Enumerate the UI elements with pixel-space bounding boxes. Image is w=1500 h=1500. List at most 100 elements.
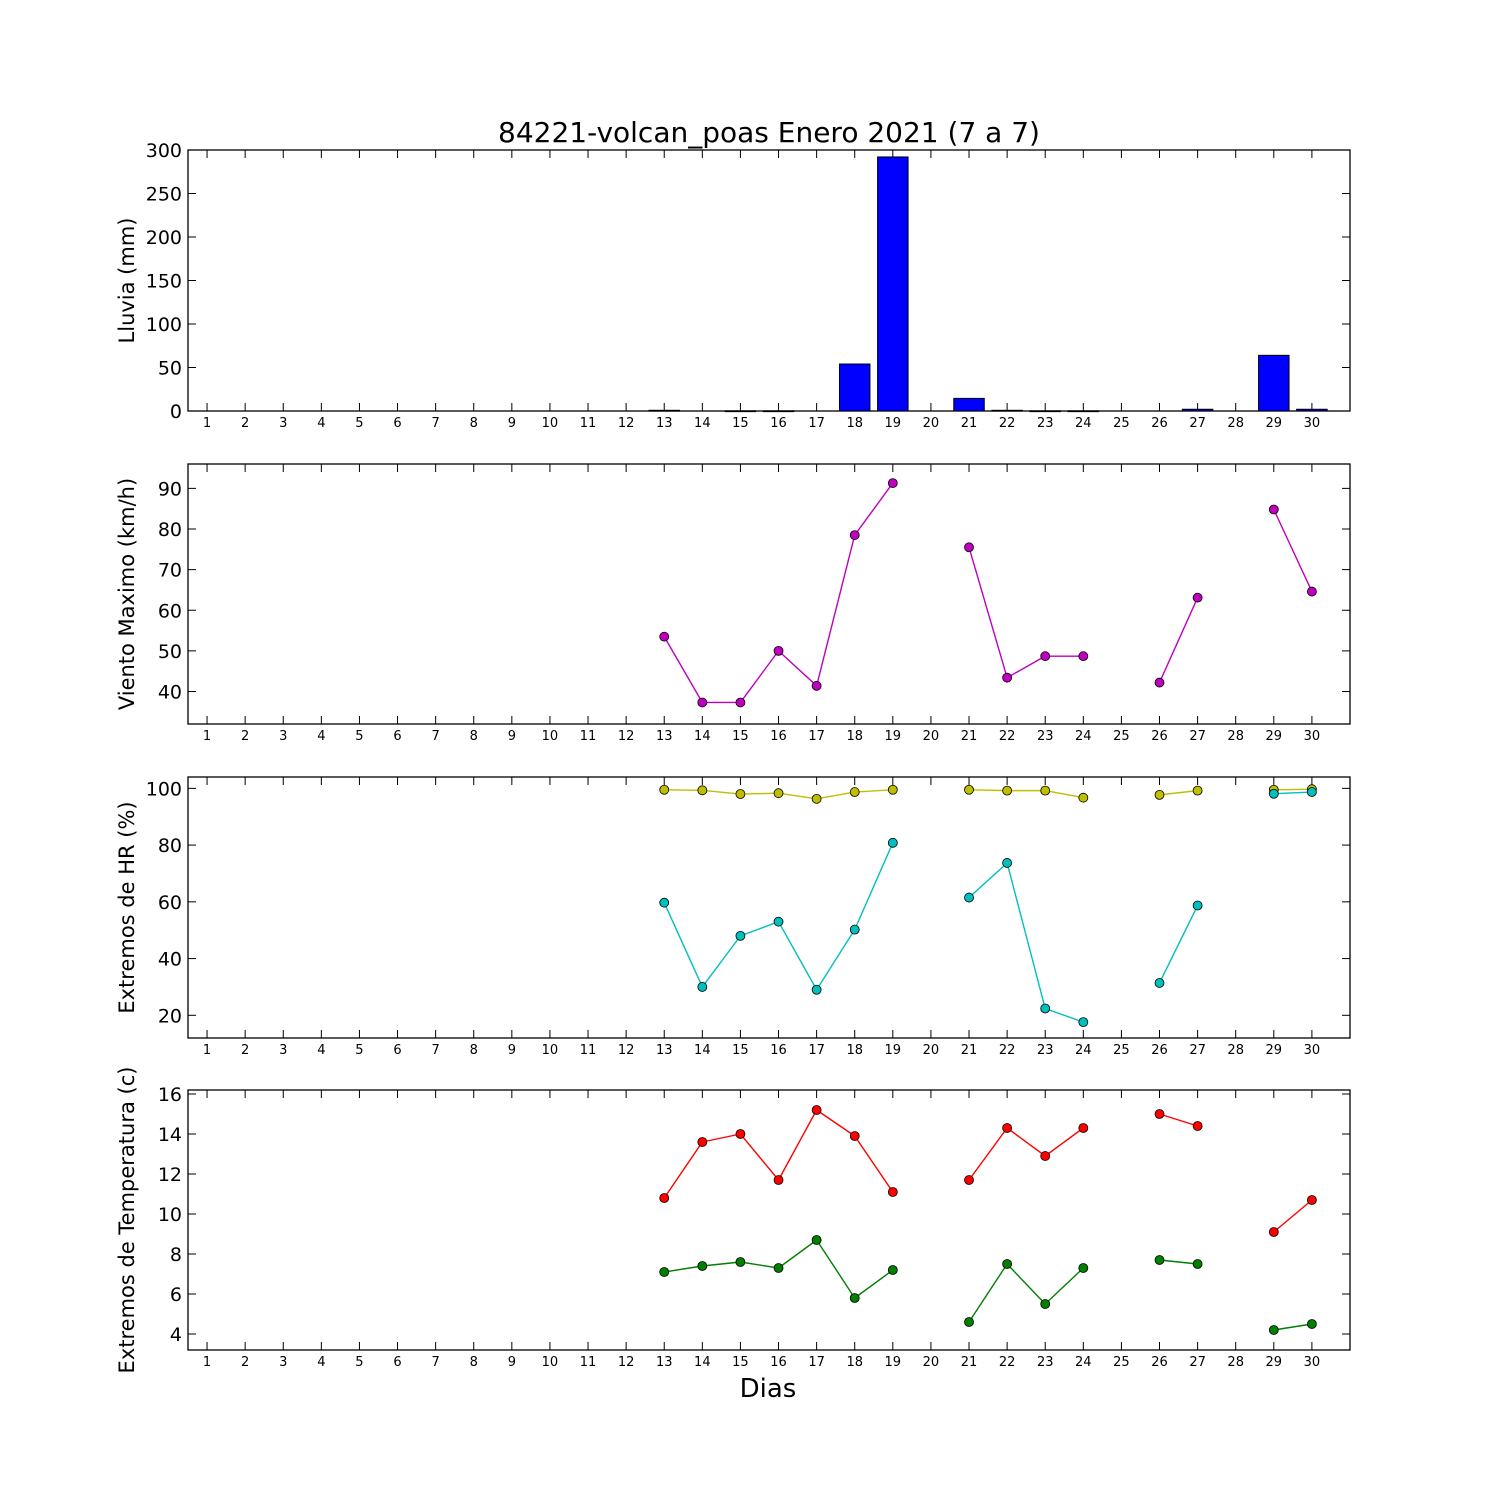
series-2-point-day-13 (659, 1267, 670, 1277)
xtick-label: 16 (770, 416, 787, 431)
ytick-label: 0 (170, 401, 182, 423)
xtick-label: 28 (1227, 729, 1244, 744)
xtick-label: 23 (1037, 416, 1054, 431)
series-2-point-day-15 (735, 1257, 746, 1267)
bar-day-16 (762, 410, 795, 413)
ytick-label: 50 (158, 641, 182, 663)
xtick-label: 9 (508, 416, 516, 431)
series-2-point-day-19 (887, 1265, 898, 1275)
xtick-label: 27 (1189, 729, 1206, 744)
xtick-label: 21 (961, 416, 978, 431)
series-1-point-day-18 (849, 1131, 860, 1141)
series-1-segment (1159, 789, 1198, 796)
xtick-label: 11 (580, 416, 597, 431)
series-1-segment (1159, 1113, 1198, 1127)
bar-day-30 (1296, 408, 1328, 412)
xtick-label: 2 (241, 729, 249, 744)
xtick-label: 29 (1266, 416, 1283, 431)
ytick-label: 250 (146, 184, 182, 206)
xtick-label: 10 (542, 1355, 559, 1370)
xtick-label: 3 (279, 729, 287, 744)
series-1-segment (816, 791, 855, 800)
xtick-label: 29 (1266, 1043, 1283, 1058)
xtick-label: 23 (1037, 1355, 1054, 1370)
series-2-point-day-27 (1192, 900, 1203, 911)
xtick-label: 6 (393, 1355, 401, 1370)
series-1-point-day-23 (1040, 785, 1051, 796)
xtick-label: 23 (1037, 1043, 1054, 1058)
xtick-label: 1 (203, 729, 211, 744)
ytick-label: 40 (158, 949, 182, 971)
xtick-label: 26 (1151, 729, 1168, 744)
bar-day-18 (838, 363, 871, 412)
xtick-label: 4 (317, 1355, 325, 1370)
ytick-label: 200 (146, 227, 182, 249)
xtick-label: 27 (1189, 1355, 1206, 1370)
ytick-label: 4 (170, 1324, 182, 1346)
xtick-label: 17 (808, 1355, 825, 1370)
series-2-segment (816, 929, 856, 991)
series-2-segment (968, 1263, 1008, 1323)
xtick-label: 25 (1113, 416, 1130, 431)
xtick-label: 5 (355, 729, 363, 744)
bar-day-21 (953, 397, 985, 412)
series-1-point-day-23 (1040, 651, 1051, 662)
series-2-point-day-18 (849, 924, 860, 935)
xtick-label: 1 (203, 1355, 211, 1370)
series-1-segment (663, 1141, 703, 1199)
xtick-label: 14 (694, 1043, 711, 1058)
series-2-point-day-16 (773, 1263, 784, 1273)
xtick-label: 19 (885, 1355, 902, 1370)
bar-day-27 (1181, 408, 1214, 412)
xtick-label: 26 (1151, 1043, 1168, 1058)
series-2-point-day-13 (659, 897, 670, 908)
series-1-point-day-24 (1078, 792, 1089, 803)
series-2-segment (664, 1265, 703, 1273)
xtick-label: 28 (1227, 416, 1244, 431)
bar-day-22 (991, 409, 1023, 412)
series-1-point-day-16 (773, 1175, 784, 1185)
series-1-point-day-26 (1154, 789, 1165, 800)
series-2-segment (1158, 905, 1199, 984)
series-1-segment (740, 792, 779, 795)
series-1-point-day-22 (1002, 1123, 1013, 1133)
series-2-segment (1044, 1267, 1084, 1305)
series-2-segment (854, 842, 894, 930)
series-1-segment (968, 547, 1008, 678)
series-2-segment (968, 862, 1008, 899)
ytick-label: 50 (158, 358, 182, 380)
series-1-point-day-22 (1002, 785, 1013, 796)
series-1-point-day-29 (1268, 504, 1279, 515)
series-1-point-day-15 (735, 789, 746, 799)
xtick-label: 2 (241, 1043, 249, 1058)
series-1-point-day-30 (1307, 586, 1317, 597)
series-2-point-day-17 (811, 984, 822, 995)
xtick-label: 16 (770, 1355, 787, 1370)
series-2-point-day-21 (964, 1317, 974, 1327)
ytick-label: 60 (158, 892, 182, 914)
series-1-segment (778, 792, 817, 800)
series-1-point-day-23 (1040, 1151, 1051, 1161)
xtick-label: 1 (203, 1043, 211, 1058)
series-1-point-day-16 (773, 788, 784, 799)
xtick-label: 14 (694, 729, 711, 744)
xtick-label: 15 (732, 1043, 749, 1058)
series-1-segment (663, 636, 703, 703)
series-2-point-day-30 (1307, 787, 1317, 797)
xtick-label: 18 (846, 416, 863, 431)
ytick-label: 6 (170, 1284, 182, 1306)
series-2-point-day-26 (1154, 1255, 1165, 1265)
xtick-label: 11 (580, 1355, 597, 1370)
xtick-label: 19 (885, 1043, 902, 1058)
series-2-point-day-23 (1040, 1299, 1051, 1309)
xtick-label: 27 (1189, 416, 1206, 431)
ytick-label: 80 (158, 835, 182, 857)
series-2-point-day-14 (697, 982, 708, 992)
xtick-label: 17 (808, 729, 825, 744)
series-1-point-day-13 (659, 631, 670, 642)
series-2-segment (701, 935, 741, 988)
series-1-segment (1044, 1127, 1084, 1157)
